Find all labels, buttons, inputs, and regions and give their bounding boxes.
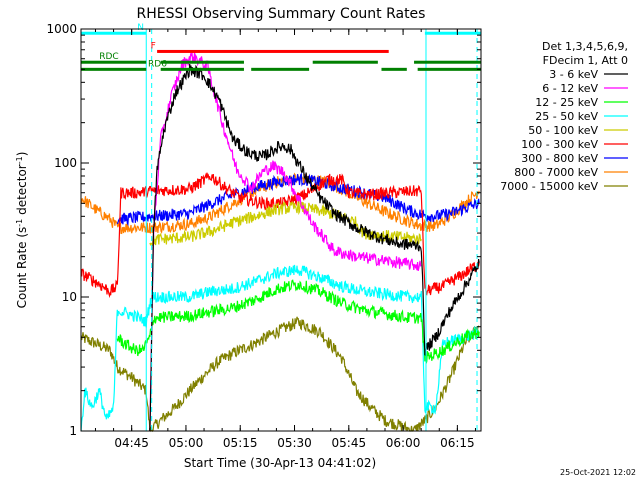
- x-tick-label-3: 05:30: [277, 436, 312, 450]
- legend-label-8: 7000 - 15000 keV: [500, 180, 598, 193]
- y-axis-label-mid: detector: [15, 164, 29, 219]
- flag-bar-n-1: [424, 31, 481, 35]
- flag-bar-f-0: [157, 49, 389, 53]
- series-line-0: [149, 63, 480, 432]
- x-tick-label-2: 05:15: [223, 436, 258, 450]
- flag-bar-rdc-3: [414, 60, 481, 64]
- legend-label-4: 50 - 100 keV: [528, 124, 598, 137]
- x-tick-label-5: 06:00: [386, 436, 421, 450]
- y-axis-label: Count Rate (s-1 detector-1): [15, 152, 29, 309]
- legend: Det 1,3,4,5,6,9, FDecim 1, Att 0 3 - 6 k…: [500, 40, 628, 193]
- flag-bar-rdc-0: [81, 60, 147, 64]
- legend-header-line-1: Det 1,3,4,5,6,9,: [542, 40, 628, 53]
- flag-bar-rd6-3: [381, 67, 407, 71]
- legend-label-0: 3 - 6 keV: [549, 68, 598, 81]
- flag-bar-rd6-4: [417, 67, 481, 71]
- plot-frame: [80, 28, 482, 432]
- x-tick-label-4: 05:45: [332, 436, 367, 450]
- flag-label-rd6: RD6: [148, 59, 167, 69]
- flag-label-n: N: [137, 23, 144, 33]
- date-stamp: 25-Oct-2021 12:02: [560, 468, 636, 477]
- y-axis-label-sup2: -1: [15, 156, 24, 164]
- flag-bar-rd6-0: [81, 67, 147, 71]
- series-line-3: [80, 264, 480, 432]
- flag-layer: NF RDC RD6: [81, 23, 481, 431]
- x-axis-label: Start Time (30-Apr-13 04:41:02): [184, 456, 376, 470]
- chart-title: RHESSI Observing Summary Count Rates: [137, 6, 426, 22]
- series-line-2: [116, 279, 480, 364]
- y-axis-label-end: ): [15, 152, 29, 157]
- series-line-1: [149, 51, 422, 432]
- y-tick-label-2: 100: [54, 156, 77, 170]
- legend-header-line-2: FDecim 1, Att 0: [543, 54, 628, 67]
- y-tick-label-0: 1: [69, 424, 77, 438]
- y-tick-label-1: 10: [62, 290, 77, 304]
- legend-label-6: 300 - 800 keV: [521, 152, 598, 165]
- axes-layer: 04:45 05:00 05:15 05:30 05:45 06:00 06:15 1 10 10…: [46, 22, 482, 450]
- legend-label-5: 100 - 300 keV: [521, 138, 598, 151]
- flag-label-rdc: RDC: [99, 52, 118, 62]
- y-tick-label-3: 1000: [46, 22, 77, 36]
- flag-bar-rd6-1: [160, 67, 244, 71]
- flag-bar-rdc-1: [160, 60, 244, 64]
- legend-label-3: 25 - 50 keV: [535, 110, 598, 123]
- flag-bar-rdc-2: [312, 60, 378, 64]
- flag-bar-n-0: [81, 31, 147, 35]
- flag-label-f: F: [151, 41, 156, 51]
- y-axis-label-main: Count Rate (s: [15, 227, 29, 309]
- series-line-6: [116, 172, 480, 227]
- x-tick-label-1: 05:00: [169, 436, 204, 450]
- legend-label-1: 6 - 12 keV: [542, 82, 598, 95]
- x-tick-label-6: 06:15: [440, 436, 475, 450]
- legend-label-7: 800 - 7000 keV: [514, 166, 598, 179]
- flag-bar-rd6-2: [251, 67, 310, 71]
- y-axis-label-sup1: -1: [15, 219, 24, 227]
- legend-label-2: 12 - 25 keV: [535, 96, 598, 109]
- x-tick-label-0: 04:45: [114, 436, 149, 450]
